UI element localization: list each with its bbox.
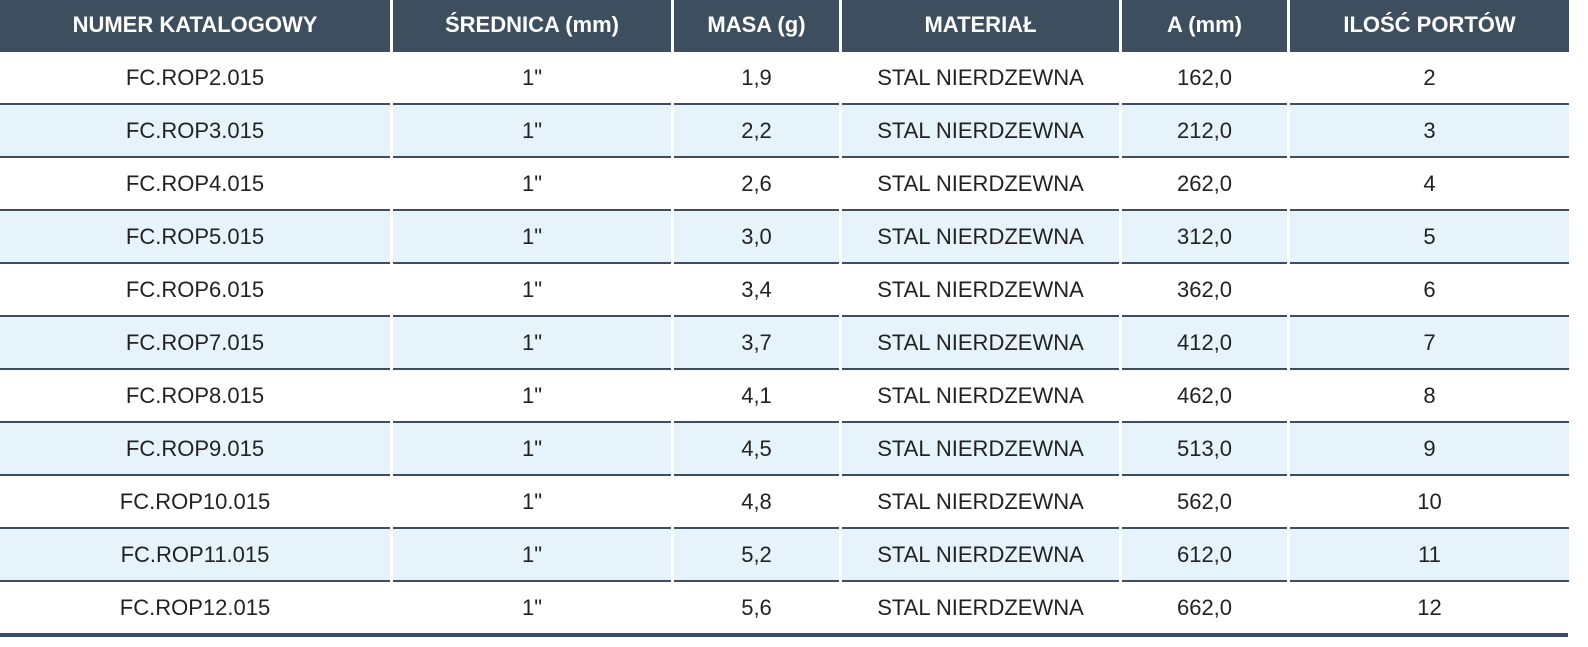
table-cell: 3 <box>1290 103 1569 156</box>
table-cell: STAL NIERDZEWNA <box>842 368 1119 421</box>
table-cell: FC.ROP10.015 <box>0 474 390 527</box>
table-cell: FC.ROP9.015 <box>0 421 390 474</box>
table-cell: STAL NIERDZEWNA <box>842 527 1119 580</box>
table-cell: 262,0 <box>1122 156 1287 209</box>
table-cell: FC.ROP11.015 <box>0 527 390 580</box>
table-cell: FC.ROP5.015 <box>0 209 390 262</box>
table-cell: STAL NIERDZEWNA <box>842 103 1119 156</box>
table-cell: 462,0 <box>1122 368 1287 421</box>
table-cell: 1" <box>393 421 671 474</box>
table-cell: 1" <box>393 262 671 315</box>
table-cell: STAL NIERDZEWNA <box>842 262 1119 315</box>
table-cell: 412,0 <box>1122 315 1287 368</box>
table-cell: 1" <box>393 315 671 368</box>
table-cell: 1,9 <box>674 50 839 103</box>
table-cell: 1" <box>393 156 671 209</box>
table-cell: 312,0 <box>1122 209 1287 262</box>
table-cell: 5 <box>1290 209 1569 262</box>
header-cell: ILOŚĆ PORTÓW <box>1290 0 1569 50</box>
table-cell: 662,0 <box>1122 580 1287 633</box>
table-cell: 2,6 <box>674 156 839 209</box>
table-cell: 10 <box>1290 474 1569 527</box>
table-cell: STAL NIERDZEWNA <box>842 580 1119 633</box>
header-cell: NUMER KATALOGOWY <box>0 0 390 50</box>
table-cell: 7 <box>1290 315 1569 368</box>
table-cell: 3,4 <box>674 262 839 315</box>
table-cell: 562,0 <box>1122 474 1287 527</box>
table-cell: 4 <box>1290 156 1569 209</box>
table-cell: FC.ROP8.015 <box>0 368 390 421</box>
table: NUMER KATALOGOWY ŚREDNICA (mm) MASA (g) MAT… <box>0 0 1569 637</box>
table-cell: 3,7 <box>674 315 839 368</box>
table-cell: FC.ROP4.015 <box>0 156 390 209</box>
table-cell: FC.ROP12.015 <box>0 580 390 633</box>
header-cell: MASA (g) <box>674 0 839 50</box>
table-cell: 513,0 <box>1122 421 1287 474</box>
table-cell: 162,0 <box>1122 50 1287 103</box>
table-cell: 1" <box>393 580 671 633</box>
table-cell: 6 <box>1290 262 1569 315</box>
table-cell: 12 <box>1290 580 1569 633</box>
table-cell: 2 <box>1290 50 1569 103</box>
table-cell: 11 <box>1290 527 1569 580</box>
header-cell: A (mm) <box>1122 0 1287 50</box>
table-cell: 9 <box>1290 421 1569 474</box>
table-cell: 4,8 <box>674 474 839 527</box>
table-cell: STAL NIERDZEWNA <box>842 315 1119 368</box>
header-cell: MATERIAŁ <box>842 0 1119 50</box>
table-cell: 8 <box>1290 368 1569 421</box>
table-cell: 5,2 <box>674 527 839 580</box>
table-cell: FC.ROP2.015 <box>0 50 390 103</box>
table-cell: 612,0 <box>1122 527 1287 580</box>
table-cell: STAL NIERDZEWNA <box>842 474 1119 527</box>
table-cell: 362,0 <box>1122 262 1287 315</box>
table-cell: 5,6 <box>674 580 839 633</box>
table-cell: FC.ROP6.015 <box>0 262 390 315</box>
table-cell: 1" <box>393 368 671 421</box>
table-cell: 4,1 <box>674 368 839 421</box>
header-cell: ŚREDNICA (mm) <box>393 0 671 50</box>
table-cell: 1" <box>393 50 671 103</box>
table-cell: STAL NIERDZEWNA <box>842 421 1119 474</box>
table-cell: 212,0 <box>1122 103 1287 156</box>
table-cell: 4,5 <box>674 421 839 474</box>
table-cell: FC.ROP3.015 <box>0 103 390 156</box>
table-cell: 1" <box>393 209 671 262</box>
table-cell: 2,2 <box>674 103 839 156</box>
table-cell: FC.ROP7.015 <box>0 315 390 368</box>
table-cell: 1" <box>393 474 671 527</box>
table-cell: STAL NIERDZEWNA <box>842 156 1119 209</box>
table-cell: STAL NIERDZEWNA <box>842 209 1119 262</box>
table-cell: 1" <box>393 527 671 580</box>
table-cell: 3,0 <box>674 209 839 262</box>
table-cell: STAL NIERDZEWNA <box>842 50 1119 103</box>
table-cell: 1" <box>393 103 671 156</box>
